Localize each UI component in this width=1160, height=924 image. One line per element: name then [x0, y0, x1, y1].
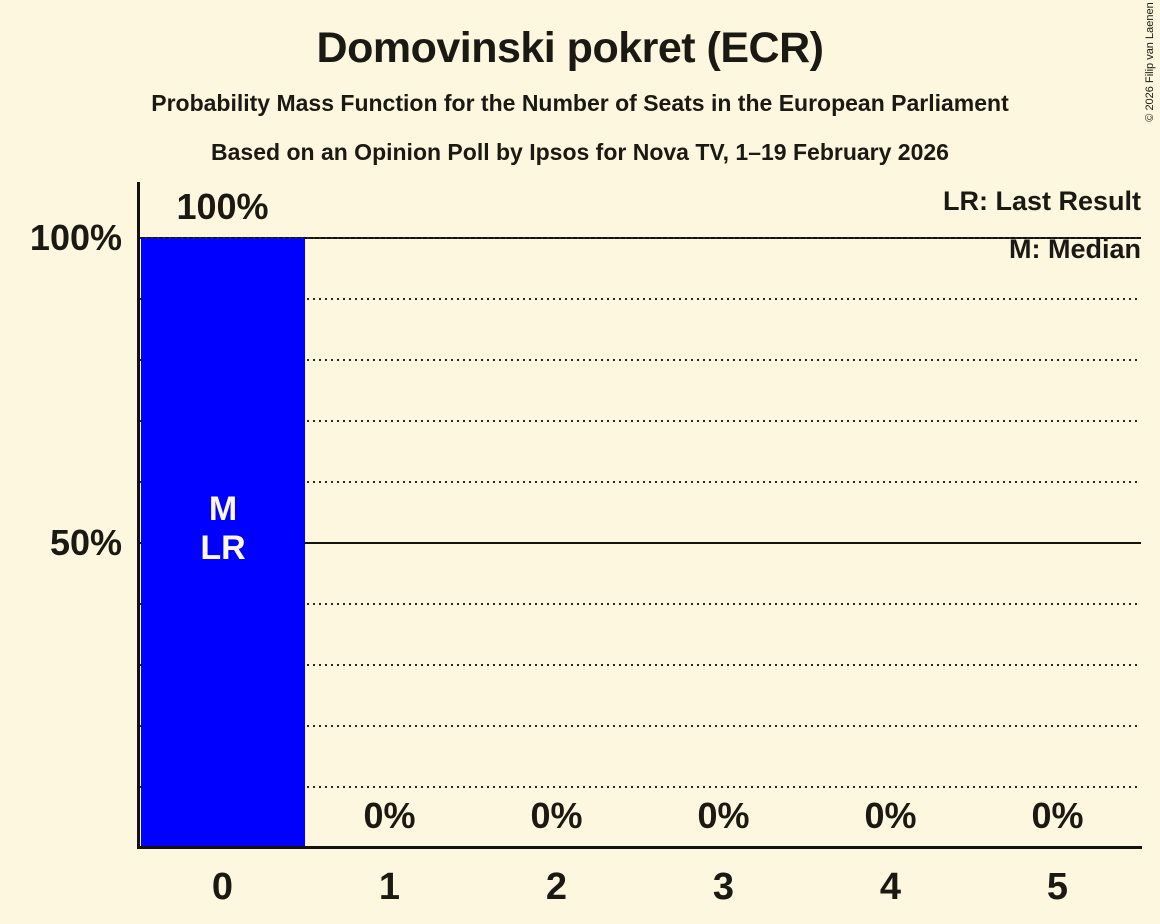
page-title: Domovinski pokret (ECR) — [316, 24, 824, 72]
gridline-40pct — [139, 603, 1141, 605]
gridline-100pct-overlay — [139, 237, 1141, 239]
x-tick-5: 5 — [1046, 866, 1069, 908]
legend-last-result: LR: Last Result — [942, 186, 1141, 216]
x-tick-1: 1 — [378, 866, 401, 908]
gridline-30pct — [139, 664, 1141, 666]
y-axis-label-100: 100% — [29, 217, 122, 258]
gridline-70pct — [139, 420, 1141, 422]
value-label-seats-2: 0% — [530, 795, 583, 836]
value-label-seats-0: 100% — [176, 186, 269, 227]
x-axis — [137, 846, 1142, 849]
gridline-80pct — [139, 359, 1141, 361]
x-tick-3: 3 — [712, 866, 735, 908]
value-label-seats-3: 0% — [697, 795, 750, 836]
gridline-60pct — [139, 481, 1141, 483]
x-tick-4: 4 — [879, 866, 902, 908]
value-label-seats-1: 0% — [363, 795, 416, 836]
value-label-seats-5: 0% — [1031, 795, 1084, 836]
value-label-seats-4: 0% — [864, 795, 917, 836]
legend-median: M: Median — [1009, 234, 1141, 264]
bar-seats-0: M LR — [141, 238, 305, 847]
copyright-notice: © 2026 Filip van Laenen — [1144, 2, 1156, 122]
chart-subtitle: Probability Mass Function for the Number… — [151, 90, 1009, 116]
median-marker: M — [208, 490, 238, 528]
gridline-10pct — [139, 786, 1141, 788]
x-tick-2: 2 — [545, 866, 568, 908]
gridline-50pct — [139, 542, 1141, 544]
x-tick-0: 0 — [211, 866, 234, 908]
chart-source-line: Based on an Opinion Poll by Ipsos for No… — [211, 139, 949, 165]
y-axis-label-50: 50% — [49, 522, 122, 563]
gridline-20pct — [139, 725, 1141, 727]
gridline-90pct — [139, 298, 1141, 300]
y-axis — [137, 182, 140, 849]
last-result-marker: LR — [200, 529, 246, 567]
